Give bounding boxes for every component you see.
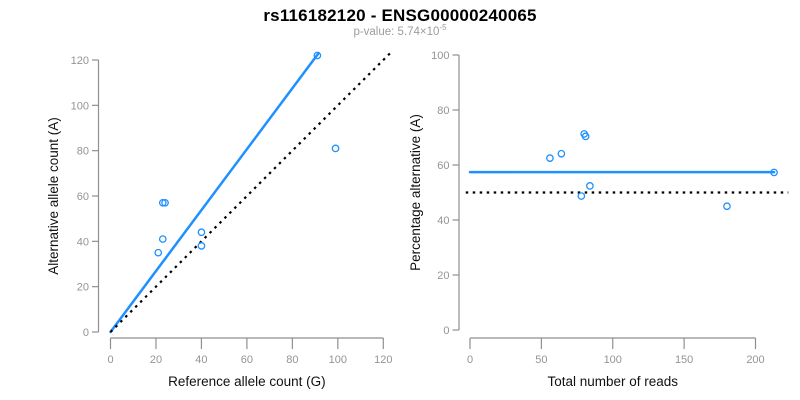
data-point xyxy=(581,132,590,141)
x-tick-label: 50 xyxy=(535,354,547,366)
data-point xyxy=(197,242,206,250)
plot-svg-percentage-vs-reads: 0 20 40 60 80 100 0 50 100 150 200 Total number of … xyxy=(408,50,789,389)
x-tick-label: 100 xyxy=(604,354,622,366)
x-tick-label: 200 xyxy=(746,354,764,366)
y-tick-label: 60 xyxy=(437,160,449,172)
data-point xyxy=(313,51,322,60)
data-point xyxy=(158,198,167,207)
fit-line xyxy=(109,51,320,334)
y-axis-title: Alternative allele count (A) xyxy=(46,117,61,275)
plot-title: rs116182120 - ENSG00000240065 xyxy=(263,6,537,25)
data-point xyxy=(197,228,206,237)
y-tick-label: 0 xyxy=(443,325,449,337)
y-tick-label: 40 xyxy=(437,215,449,227)
y-tick-label: 0 xyxy=(83,327,89,339)
data-point xyxy=(331,144,340,153)
x-tick-label: 150 xyxy=(675,354,693,366)
data-point xyxy=(770,168,778,177)
data-point xyxy=(161,198,169,207)
data-point xyxy=(158,235,167,243)
data-point xyxy=(154,248,163,257)
y-tick-label: 80 xyxy=(437,105,449,117)
x-tick-label: 60 xyxy=(241,354,253,366)
x-tick-label: 0 xyxy=(107,354,113,366)
y-axis-title: Percentage alternative (A) xyxy=(410,114,423,271)
y-tick-label: 100 xyxy=(71,100,89,112)
y-tick-label: 120 xyxy=(71,55,89,67)
y-tick-label: 20 xyxy=(77,282,89,294)
scatter-panel-percentage-reads: 0 20 40 60 80 100 0 50 100 150 200 Total number of … xyxy=(408,40,800,400)
scatter-panel-allele-counts: 0 20 40 60 80 100 120 0 20 40 60 80 100 120 Reference … xyxy=(0,40,410,400)
pvalue-text: p-value: 5.74×10 xyxy=(353,26,440,38)
x-tick-label: 0 xyxy=(467,354,473,366)
pvalue-exponent: -5 xyxy=(439,23,447,33)
x-tick-label: 80 xyxy=(286,354,298,366)
x-tick-label: 100 xyxy=(329,354,347,366)
data-point xyxy=(577,192,586,200)
x-tick-label: 20 xyxy=(150,354,162,366)
y-tick-label: 20 xyxy=(437,270,449,282)
data-point xyxy=(546,154,554,162)
data-point xyxy=(723,202,731,211)
y-tick-label: 60 xyxy=(77,191,89,203)
y-tick-label: 40 xyxy=(77,236,89,248)
x-axis-title: Total number of reads xyxy=(547,374,678,389)
identity-line xyxy=(109,50,394,333)
y-tick-label: 80 xyxy=(77,146,89,158)
data-point xyxy=(586,182,594,190)
y-tick-label: 100 xyxy=(431,50,449,62)
data-point xyxy=(557,149,566,158)
x-tick-label: 120 xyxy=(374,354,392,366)
x-tick-label: 40 xyxy=(195,354,207,366)
plot-subtitle: p-value: 5.74×10-5 xyxy=(0,23,800,38)
plot-svg-allele-counts: 0 20 40 60 80 100 120 0 20 40 60 80 100 120 Reference … xyxy=(46,50,394,389)
x-axis-title: Reference allele count (G) xyxy=(168,374,326,389)
